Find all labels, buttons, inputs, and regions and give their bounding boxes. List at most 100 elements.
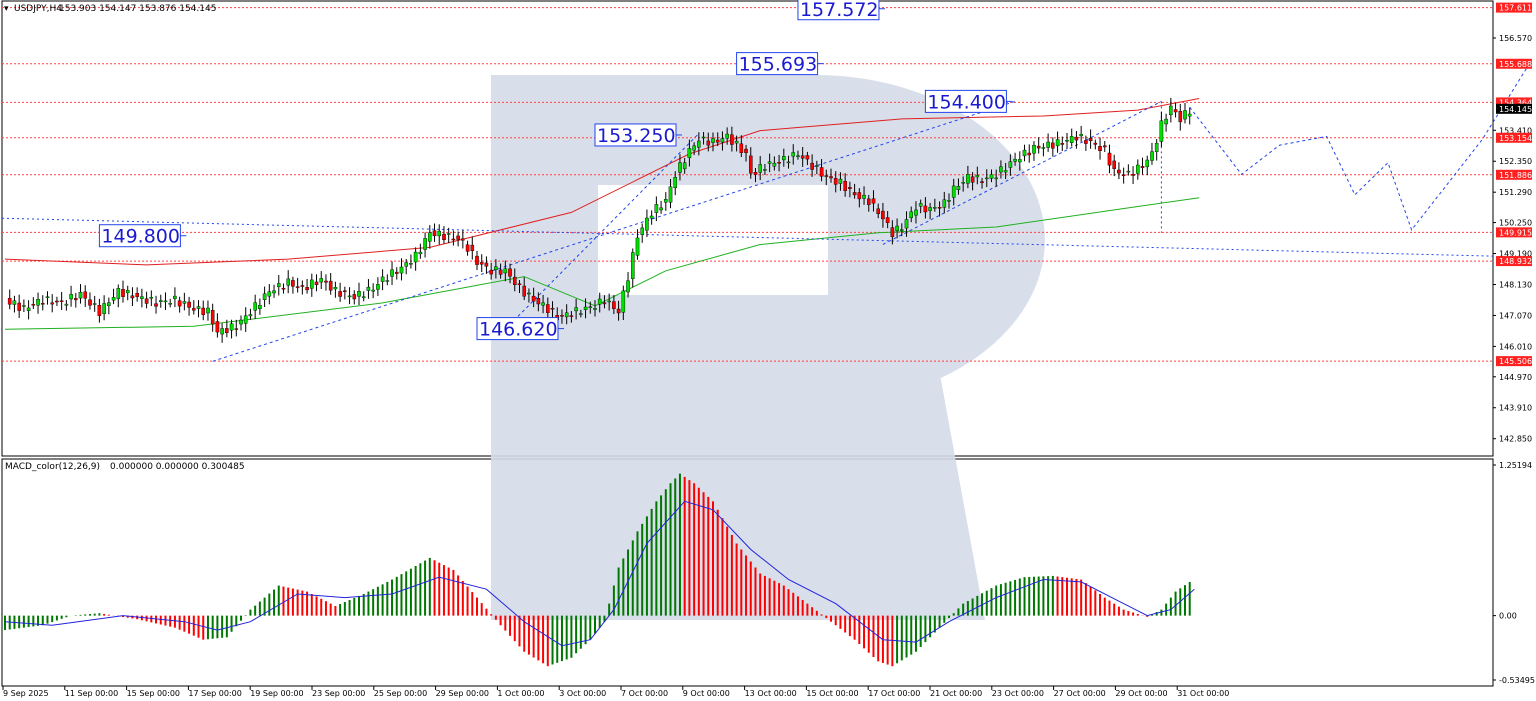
candle-body (1008, 161, 1013, 168)
trend-line (212, 100, 1016, 362)
level-price-label: 148.932 (1499, 257, 1532, 266)
candle-body (442, 233, 446, 241)
candle-body (206, 307, 210, 314)
x-tick-label: 27 Oct 00:00 (1054, 689, 1106, 698)
candle-body (262, 293, 267, 300)
x-tick-label: 29 Oct 00:00 (1115, 689, 1167, 698)
candle-body (904, 219, 909, 229)
candle-body (73, 298, 78, 301)
candle-body (508, 268, 512, 277)
candle-body (513, 276, 517, 286)
candle-body (985, 177, 989, 180)
level-price-label: 153.154 (1499, 134, 1532, 143)
candle-body (7, 298, 12, 305)
candle-body (55, 300, 59, 303)
macd-tick-label: -0.53495 (1499, 676, 1535, 685)
candle-body (682, 162, 687, 170)
candle-body (475, 255, 479, 265)
candle-body (649, 215, 654, 219)
candle-body (286, 278, 291, 286)
candle-body (966, 174, 970, 184)
candles (7, 97, 1192, 343)
candle-body (404, 262, 409, 267)
candle-body (31, 304, 36, 306)
candle-body (749, 155, 753, 174)
candle-body (1032, 144, 1036, 154)
candle-body (498, 269, 503, 275)
candle-body (229, 323, 234, 331)
symbol-triangle-icon[interactable]: ▾ (4, 4, 9, 14)
candle-body (111, 297, 116, 301)
candle-body (560, 315, 564, 317)
candle-body (451, 238, 456, 241)
candle-body (399, 266, 404, 274)
candle-body (923, 205, 928, 213)
candle-body (347, 295, 352, 298)
level-price-tag (1496, 169, 1532, 180)
candle-body (154, 303, 158, 307)
candle-body (989, 174, 994, 179)
price-axis: 156.570 153.410 152.350 151.290 150.250 149.1… (1493, 2, 1532, 444)
candle-body (900, 229, 904, 231)
candle-body (409, 263, 413, 265)
candle-body (937, 206, 942, 209)
candle-body (645, 217, 649, 231)
candle-body (621, 290, 626, 313)
candle-body (50, 302, 54, 305)
candle-body (1150, 151, 1154, 161)
candle-body (730, 134, 734, 145)
candle-body (1117, 169, 1121, 174)
candle-body (234, 328, 239, 330)
candle-body (314, 281, 319, 285)
candle-body (83, 291, 87, 299)
candle-body (612, 301, 616, 309)
annotation-label: 154.400 (927, 91, 1006, 113)
candle-body (1140, 166, 1145, 168)
candle-body (1121, 174, 1126, 177)
candle-body (243, 315, 248, 324)
candle-body (739, 143, 744, 153)
candle-body (45, 296, 50, 298)
y-tick-label: 152.350 (1499, 157, 1532, 166)
candle-body (1102, 145, 1107, 148)
candle-body (484, 262, 489, 267)
x-tick-label: 7 Oct 00:00 (621, 689, 668, 698)
candle-body (1135, 164, 1140, 174)
candle-body (125, 290, 130, 294)
x-tick-label: 15 Oct 00:00 (806, 689, 858, 698)
level-price-label: 151.886 (1499, 171, 1532, 180)
candle-body (1131, 173, 1135, 176)
candle-body (956, 186, 961, 191)
candle-body (522, 285, 526, 297)
candle-body (253, 302, 258, 311)
candle-body (196, 306, 201, 309)
candle-body (631, 252, 635, 279)
symbol-title: USDJPY,H4 (14, 4, 62, 14)
candle-body (163, 300, 168, 303)
candle-body (503, 268, 508, 274)
x-tick-label: 29 Sep 00:00 (436, 689, 489, 698)
candle-body (395, 271, 399, 274)
annotation-box (797, 0, 880, 21)
annotation-label: 146.620 (479, 319, 558, 341)
candle-body (291, 280, 295, 287)
candle-body (489, 269, 494, 275)
candle-body (17, 302, 22, 311)
level-price-label: 155.688 (1499, 60, 1532, 69)
candle-body (1164, 118, 1168, 125)
candle-body (664, 198, 668, 203)
candle-body (852, 192, 857, 196)
level-price-tag (1496, 58, 1532, 69)
candle-body (371, 289, 376, 292)
candle-body (640, 227, 644, 235)
candle-body (1018, 159, 1022, 163)
candle-body (324, 280, 328, 283)
level-price-tag (1496, 356, 1532, 367)
candle-body (1112, 160, 1116, 169)
candle-body (541, 302, 545, 306)
candle-body (527, 292, 531, 295)
candle-body (763, 169, 767, 171)
candle-body (678, 162, 682, 173)
candle-body (319, 278, 324, 283)
macd-values: 0.000000 0.000000 0.300485 (110, 462, 245, 472)
